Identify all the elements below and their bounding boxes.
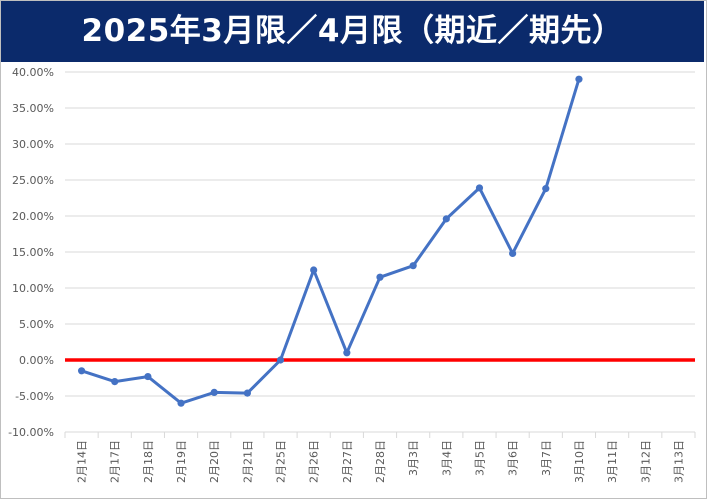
y-tick-label: 30.00% [12,138,54,151]
title-bar: 2025年3月限／4月限（期近／期先） [1,1,704,62]
x-tick-label: 2月25日 [275,440,288,483]
x-tick-label: 2月20日 [208,440,221,483]
x-tick-label: 2月27日 [341,440,354,483]
x-tick-label: 3月6日 [507,440,520,476]
y-tick-label: 5.00% [19,318,54,331]
y-tick-label: 40.00% [12,66,54,79]
y-tick-label: -10.00% [8,426,54,439]
y-tick-label: 10.00% [12,282,54,295]
x-tick-label: 3月7日 [540,440,553,476]
x-tick-label: 2月19日 [175,440,188,483]
x-tick-label: 2月28日 [374,440,387,483]
y-tick-label: 20.00% [12,210,54,223]
x-tick-label: 3月11日 [606,440,619,483]
x-tick-label: 3月12日 [639,440,652,483]
x-tick-label: 2月18日 [142,440,155,483]
y-tick-label: -5.00% [15,390,54,403]
x-tick-label: 2月21日 [241,440,254,483]
data-point [509,249,517,258]
chart-title: 2025年3月限／4月限（期近／期先） [81,13,624,49]
x-tick-label: 2月17日 [109,440,122,483]
x-tick-label: 3月10日 [573,440,586,483]
x-tick-label: 3月3日 [407,440,420,476]
data-point [442,215,450,223]
y-tick-label: 15.00% [12,246,54,259]
data-point [144,372,152,381]
data-point [77,367,86,375]
x-tick-label: 2月14日 [76,440,89,483]
data-point [276,356,285,364]
data-point [343,349,351,357]
x-tick-label: 3月5日 [473,440,486,476]
data-point [542,185,550,193]
data-point [409,262,417,270]
x-tick-label: 3月13日 [672,440,685,483]
data-point [243,389,251,397]
data-point [210,388,218,396]
data-point [575,75,583,83]
data-point [475,184,484,192]
data-point [111,378,119,386]
y-tick-label: 35.00% [12,102,54,115]
y-tick-label: 0.00% [19,354,54,367]
data-point [376,273,384,281]
series-line [80,77,581,405]
y-tick-label: 25.00% [12,174,54,187]
data-point [177,399,185,407]
data-point [310,266,318,274]
x-tick-label: 3月4日 [440,440,453,476]
x-tick-label: 2月26日 [308,440,321,483]
